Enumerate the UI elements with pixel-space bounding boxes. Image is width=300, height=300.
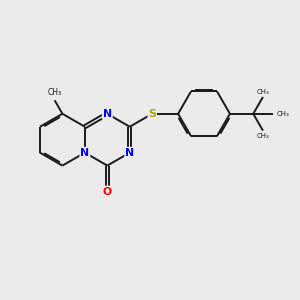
Text: CH₃: CH₃ [48, 88, 62, 97]
Text: N: N [80, 148, 89, 158]
Text: CH₃: CH₃ [276, 111, 289, 117]
Text: CH₃: CH₃ [256, 88, 269, 94]
Text: CH₃: CH₃ [256, 133, 269, 139]
Text: N: N [103, 109, 112, 119]
Text: O: O [103, 187, 112, 196]
Text: S: S [148, 109, 156, 119]
Text: N: N [125, 148, 134, 158]
